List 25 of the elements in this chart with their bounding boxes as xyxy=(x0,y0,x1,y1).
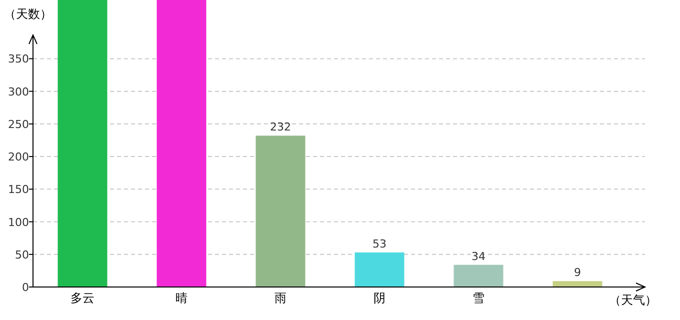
bar xyxy=(156,0,206,287)
x-tick-label: 雪 xyxy=(472,291,484,305)
x-tick-label: 晴 xyxy=(176,291,188,305)
y-tick-label: 0 xyxy=(22,281,29,294)
y-tick-label: 100 xyxy=(8,216,29,229)
x-tick-label: 雨 xyxy=(274,291,286,305)
bar xyxy=(58,0,108,287)
x-tick-label: 多云 xyxy=(70,291,94,305)
bar xyxy=(354,252,404,287)
y-axis-title: （天数） xyxy=(4,7,52,21)
x-axis-title: （天气） xyxy=(609,293,657,307)
y-tick-label: 150 xyxy=(8,183,29,196)
x-tick-label: 阴 xyxy=(374,291,386,305)
y-tick-label: 300 xyxy=(8,85,29,98)
bar xyxy=(454,264,504,287)
y-tick-label: 350 xyxy=(8,52,29,66)
y-tick-label: 250 xyxy=(8,118,29,131)
bar xyxy=(256,136,306,287)
y-tick-label: 50 xyxy=(15,248,29,262)
data-label: 232 xyxy=(270,120,291,134)
bar xyxy=(552,281,602,287)
y-tick-label: 200 xyxy=(8,150,29,164)
data-label: 34 xyxy=(472,250,486,263)
data-label: 53 xyxy=(372,237,386,250)
data-label: 9 xyxy=(574,266,581,280)
